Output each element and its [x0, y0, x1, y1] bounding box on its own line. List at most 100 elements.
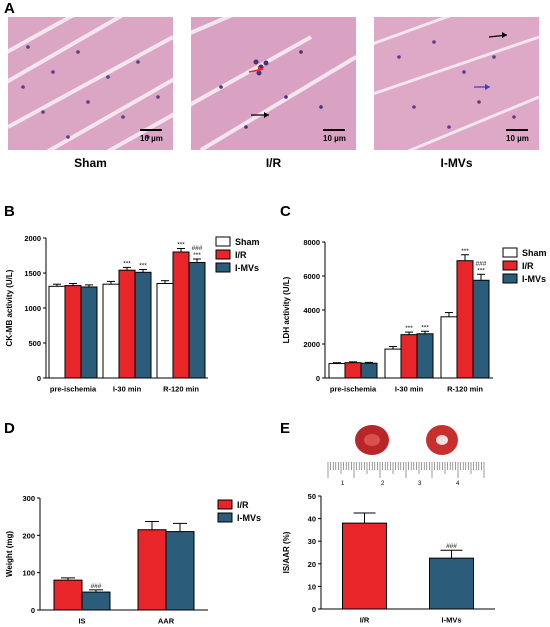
scale-bar: [323, 129, 345, 131]
y-axis-label: CK-MB activity (U/L): [5, 269, 14, 346]
significance-label: ###: [91, 583, 102, 590]
bar: [134, 271, 152, 379]
x-tick-label: I-30 min: [395, 385, 424, 394]
bar: [102, 283, 120, 379]
bar: [429, 557, 474, 610]
bar: [472, 279, 490, 379]
legend-label: I-MVs: [522, 274, 546, 284]
x-tick-label: I/R: [360, 616, 370, 625]
bar: [188, 262, 206, 379]
legend-swatch: [215, 236, 231, 247]
scale-label: 10 µm: [140, 134, 163, 143]
significance-label: ###: [446, 543, 457, 550]
micrograph-label-imvs: I-MVs: [440, 156, 473, 170]
bar: [400, 334, 418, 379]
chart-weight: 0 100 200 300 Weight (mg) IS AAR ### I/R I-MVs: [5, 494, 261, 626]
tissue-image-imvs: [374, 17, 539, 150]
y-tick-label: 200: [22, 531, 35, 540]
heart-slices-photo: [327, 425, 485, 478]
y-tick-label: 2000: [303, 340, 320, 349]
tissue-image-sham: [8, 17, 173, 150]
chart-is-aar: 0 10 20 30 40 50 IS/AAR (%) I/R I-MVs ###: [282, 492, 495, 625]
y-tick-label: 500: [28, 339, 41, 348]
x-tick-label: AAR: [158, 617, 175, 626]
y-axis-label: IS/AAR (%): [282, 531, 291, 573]
x-tick-label: IS: [78, 617, 85, 626]
x-tick-label: I-30 min: [113, 385, 142, 394]
legend-swatch: [215, 249, 231, 260]
legend-label: I-MVs: [235, 263, 259, 273]
x-tick-label: R-120 min: [163, 385, 199, 394]
panel-letter-c: C: [280, 203, 291, 220]
significance-label: ***: [139, 263, 147, 270]
legend-swatch: [502, 247, 518, 258]
y-tick-label: 20: [308, 560, 316, 569]
panel-letter-a: A: [4, 0, 15, 17]
legend-label: I/R: [235, 250, 247, 260]
bar: [360, 362, 378, 379]
significance-label: ***: [123, 260, 131, 267]
bar: [456, 260, 474, 379]
bar: [80, 286, 98, 379]
y-tick-label: 6000: [303, 272, 320, 281]
legend-swatch: [502, 260, 518, 271]
significance-label: ***: [193, 252, 201, 259]
bar: [156, 283, 174, 379]
y-tick-label: 1000: [24, 304, 41, 313]
legend-label: I/R: [237, 500, 249, 510]
ruler-number-2: 2: [381, 481, 385, 487]
scale-bar: [140, 129, 162, 131]
micrograph-imvs: 10 µm: [374, 17, 539, 150]
y-tick-label: 0: [316, 374, 320, 383]
bar: [344, 362, 362, 379]
bar: [137, 529, 167, 611]
scale-bar: [506, 129, 528, 131]
scale-label: 10 µm: [323, 134, 346, 143]
y-tick-label: 100: [22, 569, 35, 578]
y-tick-label: 300: [22, 494, 35, 503]
legend-swatch: [502, 273, 518, 284]
legend-swatch: [217, 512, 233, 523]
chart-ldh: 0 2000 4000 6000 8000 LDH activity (U/L) pre-i…: [282, 238, 547, 394]
scale-label: 10 µm: [506, 134, 529, 143]
significance-label: ###: [476, 260, 487, 267]
bar: [48, 285, 66, 379]
x-tick-label: pre-ischemia: [50, 385, 97, 394]
y-tick-label: 0: [312, 605, 316, 614]
significance-label: ###: [192, 245, 203, 252]
micrograph-label-ir: I/R: [265, 156, 282, 170]
legend-swatch: [215, 262, 231, 273]
bar: [416, 333, 434, 379]
y-tick-label: 30: [308, 537, 316, 546]
panel-letter-b: B: [4, 203, 15, 220]
legend-label: I-MVs: [237, 513, 261, 523]
micrograph-label-sham: Sham: [74, 156, 107, 170]
ruler-number-3: 3: [418, 481, 422, 487]
bar: [384, 348, 402, 379]
ruler-number-1: 1: [341, 481, 345, 487]
significance-label: ***: [461, 248, 469, 255]
x-tick-label: I-MVs: [441, 616, 461, 625]
bar: [64, 285, 82, 379]
y-tick-label: 2000: [24, 234, 41, 243]
y-tick-label: 40: [308, 515, 316, 524]
tissue-image-ir: [191, 17, 356, 150]
micrograph-ir: 10 µm: [191, 17, 356, 150]
bar: [172, 251, 190, 379]
significance-label: ***: [477, 267, 485, 274]
y-tick-label: 10: [308, 582, 316, 591]
legend-swatch: [217, 499, 233, 510]
micrograph-sham: 10 µm: [8, 17, 173, 150]
x-tick-label: pre-ischemia: [330, 385, 377, 394]
bar: [118, 269, 136, 379]
bar: [328, 363, 346, 379]
ruler-number-4: 4: [456, 481, 460, 487]
chart-ckmb: 0 500 1000 1500 2000 CK-MB activity (U/L) pre-…: [5, 234, 260, 394]
y-tick-label: 1500: [24, 269, 41, 278]
significance-label: ***: [177, 242, 185, 249]
bar: [81, 591, 111, 611]
bar: [53, 579, 83, 611]
panel-letter-d: D: [4, 420, 15, 437]
significance-label: ***: [421, 324, 429, 331]
y-tick-label: 8000: [303, 238, 320, 247]
